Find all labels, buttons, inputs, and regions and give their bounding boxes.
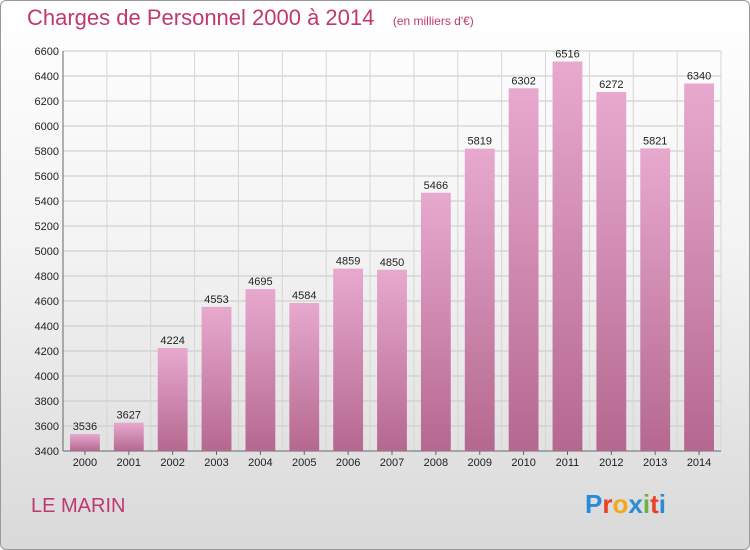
x-tick-label: 2013 [643,457,667,469]
data-label: 4553 [204,294,228,306]
logo-letter: r [602,489,613,519]
y-tick-label: 5800 [35,146,59,158]
proxiti-logo: Proxiti [585,489,666,520]
y-tick-label: 4200 [35,346,59,358]
bar [377,269,407,451]
y-tick-label: 6000 [35,121,59,133]
bar [640,148,671,451]
x-tick-label: 2009 [467,457,491,469]
bar [70,434,100,451]
bar [508,88,539,451]
bar [245,289,276,451]
bar [552,61,583,451]
y-tick-label: 5400 [35,196,59,208]
data-label: 3536 [73,421,97,433]
data-label: 5819 [467,136,491,148]
x-tick-label: 2011 [556,457,580,469]
y-tick-label: 4600 [35,296,59,308]
logo-letter: i [642,489,651,519]
bar [201,306,232,451]
y-tick-label: 4400 [35,321,59,333]
bars [70,61,714,451]
bar [420,192,451,451]
y-tick-label: 5000 [35,246,59,258]
x-tick-label: 2007 [380,457,404,469]
x-tick-label: 2006 [336,457,360,469]
y-tick-label: 4000 [35,371,59,383]
y-tick-label: 6600 [35,46,59,58]
bar [464,148,495,451]
x-tick-label: 2002 [160,457,184,469]
logo-letter: o [612,489,629,519]
bar [157,348,188,451]
x-tick-label: 2005 [292,457,316,469]
data-label: 4695 [248,276,272,288]
x-tick-label: 2014 [687,457,711,469]
x-tick-label: 2001 [117,457,141,469]
data-label: 3627 [117,410,141,422]
y-tick-label: 5600 [35,171,59,183]
title-row: Charges de Personnel 2000 à 2014 (en mil… [27,5,474,31]
y-tick-label: 4800 [35,271,59,283]
y-tick-label: 3600 [35,421,59,433]
bar [684,83,714,451]
bar [113,422,144,451]
y-tick-label: 3800 [35,396,59,408]
data-label: 6340 [687,71,711,83]
logo-letter: x [628,489,643,519]
data-label: 4850 [380,257,404,269]
bar [596,92,627,451]
logo-letter: i [658,489,666,519]
x-tick-label: 2008 [424,457,448,469]
data-label: 5466 [424,180,448,192]
y-tick-label: 6400 [35,71,59,83]
x-tick-label: 2012 [599,457,623,469]
bar [333,268,364,451]
y-tick-label: 5200 [35,221,59,233]
bar [289,303,320,451]
data-label: 6516 [555,49,579,61]
data-label: 4859 [336,256,360,268]
labels: 3400 3600 3800 4000 4200 4400 4600 4800 5000 5200… [35,46,712,469]
place-name: LE MARIN [31,495,126,517]
data-label: 5821 [643,135,667,147]
logo-letter: t [650,489,659,519]
y-tick-label: 3400 [35,446,59,458]
x-tick-label: 2004 [248,457,272,469]
x-tick-label: 2003 [204,457,228,469]
data-label: 4584 [292,290,316,302]
y-tick-label: 6200 [35,96,59,108]
data-label: 6302 [511,75,535,87]
data-label: 6272 [599,79,623,91]
chart-title: Charges de Personnel 2000 à 2014 [27,5,375,30]
data-label: 4224 [160,335,184,347]
x-tick-label: 2010 [511,457,535,469]
logo-letter: P [585,489,603,519]
chart-subtitle: (en milliers d'€) [392,14,474,28]
x-tick-label: 2000 [73,457,97,469]
